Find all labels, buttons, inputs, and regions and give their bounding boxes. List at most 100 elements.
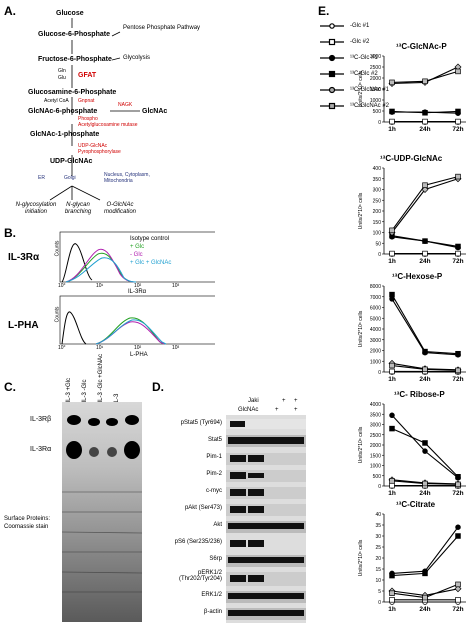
y-tick-label: 3000	[370, 338, 381, 344]
data-point	[455, 581, 461, 588]
series-line	[391, 298, 459, 356]
flow-histograms	[59, 231, 215, 345]
blot-row-3: Pim-2	[206, 471, 222, 477]
glcnac1p-label: GlcNAc-1-phosphate	[30, 131, 100, 138]
x-tick-label: 1h	[388, 490, 396, 497]
y-tick-label: 40	[375, 512, 381, 518]
y-tick-label: 2000	[370, 76, 381, 82]
blot-row-1: Stat5	[207, 437, 222, 443]
data-point	[422, 448, 428, 454]
y-tick-label: 300	[373, 188, 382, 194]
chart-1-svg: Units/2*10⁶ cells 0 50 100 150 200 250 300 350 40…	[358, 166, 466, 265]
data-point	[389, 425, 395, 432]
legend-e-4: ¹³C-GlcNAc #1	[350, 87, 390, 93]
flow-legend-isotype: Isotype control	[130, 236, 170, 242]
x-tick-label: 24h	[419, 376, 430, 383]
x-tick-label: 72h	[452, 258, 463, 265]
gel-il3ra-label: IL-3Rα	[30, 446, 52, 453]
data-point	[389, 227, 395, 234]
blot-glcnac-mark-3: +	[294, 407, 298, 413]
blot-row-7: pS6 (Ser235/236)	[174, 539, 222, 545]
data-point	[455, 350, 461, 357]
panel-b-label: B.	[4, 226, 16, 240]
flow-legend-noglc: - Glc	[130, 252, 143, 258]
y-tick-label: 0	[378, 252, 381, 258]
x-tick-label: 24h	[419, 258, 430, 265]
flow-tick-2: 10²	[134, 283, 142, 289]
data-point	[389, 291, 395, 298]
y-tick-label: 500	[373, 109, 382, 115]
y-tick-label: 7000	[370, 295, 381, 301]
panel-e-legend-symbols	[320, 23, 344, 110]
udp-enzyme-label-2: Pyrophosphorylase	[78, 149, 121, 155]
y-tick-label: 200	[373, 209, 382, 215]
y-tick-label: 350	[373, 177, 382, 183]
data-point	[422, 440, 428, 446]
x-tick-label: 24h	[419, 126, 430, 133]
gfat-label: GFAT	[78, 72, 97, 79]
ppp-label: Pentose Phosphate Pathway	[123, 25, 201, 31]
chart-3-svg: Units/2*10⁶ cells 0 500 1000 1500 2000 2500 300…	[358, 402, 466, 497]
flow-xlabel-top: IL-3Rα	[128, 289, 147, 295]
data-point	[455, 243, 461, 250]
y-tick-label: 2500	[370, 65, 381, 71]
glcn6p-label: Glucosamine-6-Phosphate	[28, 89, 117, 96]
y-tick-label: 6000	[370, 306, 381, 312]
blot-row-0: pStat5 (Tyr694)	[180, 420, 222, 426]
x-tick-label: 72h	[452, 490, 463, 497]
glycolysis-label: Glycolysis	[123, 55, 151, 61]
y-tick-label: 1000	[370, 98, 381, 104]
data-point	[454, 585, 462, 593]
data-point	[389, 590, 395, 596]
chart-ylabel: Units/2*10⁶ cells	[358, 70, 364, 107]
legend-e-2: ¹³C-Glc #1	[350, 55, 378, 61]
blot-glcnac-mark-1: +	[275, 407, 279, 413]
x-tick-label: 1h	[388, 376, 396, 383]
nglyco-label: N-glycosylation initiation	[15, 202, 57, 215]
legend-e-5: ¹³C-GlcNAc #2	[350, 103, 390, 109]
y-tick-label: 1500	[370, 453, 381, 459]
chart-2-svg: Units/2*10⁶ cells 0 1000 2000 3000 4000 5000 60…	[358, 284, 466, 383]
series-line	[391, 526, 459, 574]
y-tick-label: 3000	[370, 54, 381, 60]
data-point	[422, 570, 428, 577]
data-point	[455, 118, 461, 125]
data-point	[455, 481, 461, 488]
data-point	[389, 572, 395, 579]
x-tick-label: 72h	[452, 606, 463, 613]
data-point	[455, 108, 461, 115]
chart-0-svg: Units/2*10⁶ cells 0 500 1000 1500 2000 2500 300…	[358, 54, 466, 133]
x-tick-label: 1h	[388, 126, 396, 133]
data-point	[389, 362, 395, 369]
y-tick-label: 10	[375, 578, 381, 584]
y-tick-label: 500	[373, 474, 382, 480]
y-tick-label: 2500	[370, 433, 381, 439]
western-blot	[226, 415, 306, 623]
data-point	[422, 110, 428, 116]
chart-ylabel: Units/2*10⁶ cells	[358, 192, 364, 229]
blot-row-8: S6rp	[209, 556, 222, 562]
data-point	[389, 478, 395, 484]
chart-ylabel: Units/2*10⁶ cells	[358, 310, 364, 347]
chart-4-title: ¹³C-Citrate	[396, 500, 436, 509]
y-tick-label: 5	[378, 589, 381, 595]
series-line	[391, 414, 459, 479]
y-tick-label: 5000	[370, 316, 381, 322]
y-tick-label: 0	[378, 484, 381, 490]
chart-4-svg: Units/2*10⁶ cells 0 5 10 15 20 25 30 35 40 1h 24h 72…	[358, 512, 466, 613]
y-tick-label: 3000	[370, 423, 381, 429]
flow-tick-b0: 10°	[58, 345, 66, 351]
data-point	[389, 108, 395, 115]
data-point	[389, 368, 395, 375]
flow-tick-b3: 10³	[172, 345, 180, 351]
chart-2-title: ¹³C-Hexose-P	[392, 272, 443, 281]
gln-label: Gln	[58, 68, 66, 74]
flow-legend-glc: + Glc	[130, 244, 145, 250]
y-tick-label: 0	[378, 370, 381, 376]
y-tick-label: 250	[373, 198, 382, 204]
blot-glcnac-label: GlcNAc	[238, 407, 259, 413]
chart-1-title: ¹³C-UDP-GlcNAc	[380, 154, 443, 163]
udp-enzyme-label-1: UDP-GlcNAc	[78, 143, 108, 149]
f6p-label: Fructose-6-Phosphate	[38, 56, 112, 63]
gel-surface-label-2: Coomassie stain	[4, 524, 49, 530]
